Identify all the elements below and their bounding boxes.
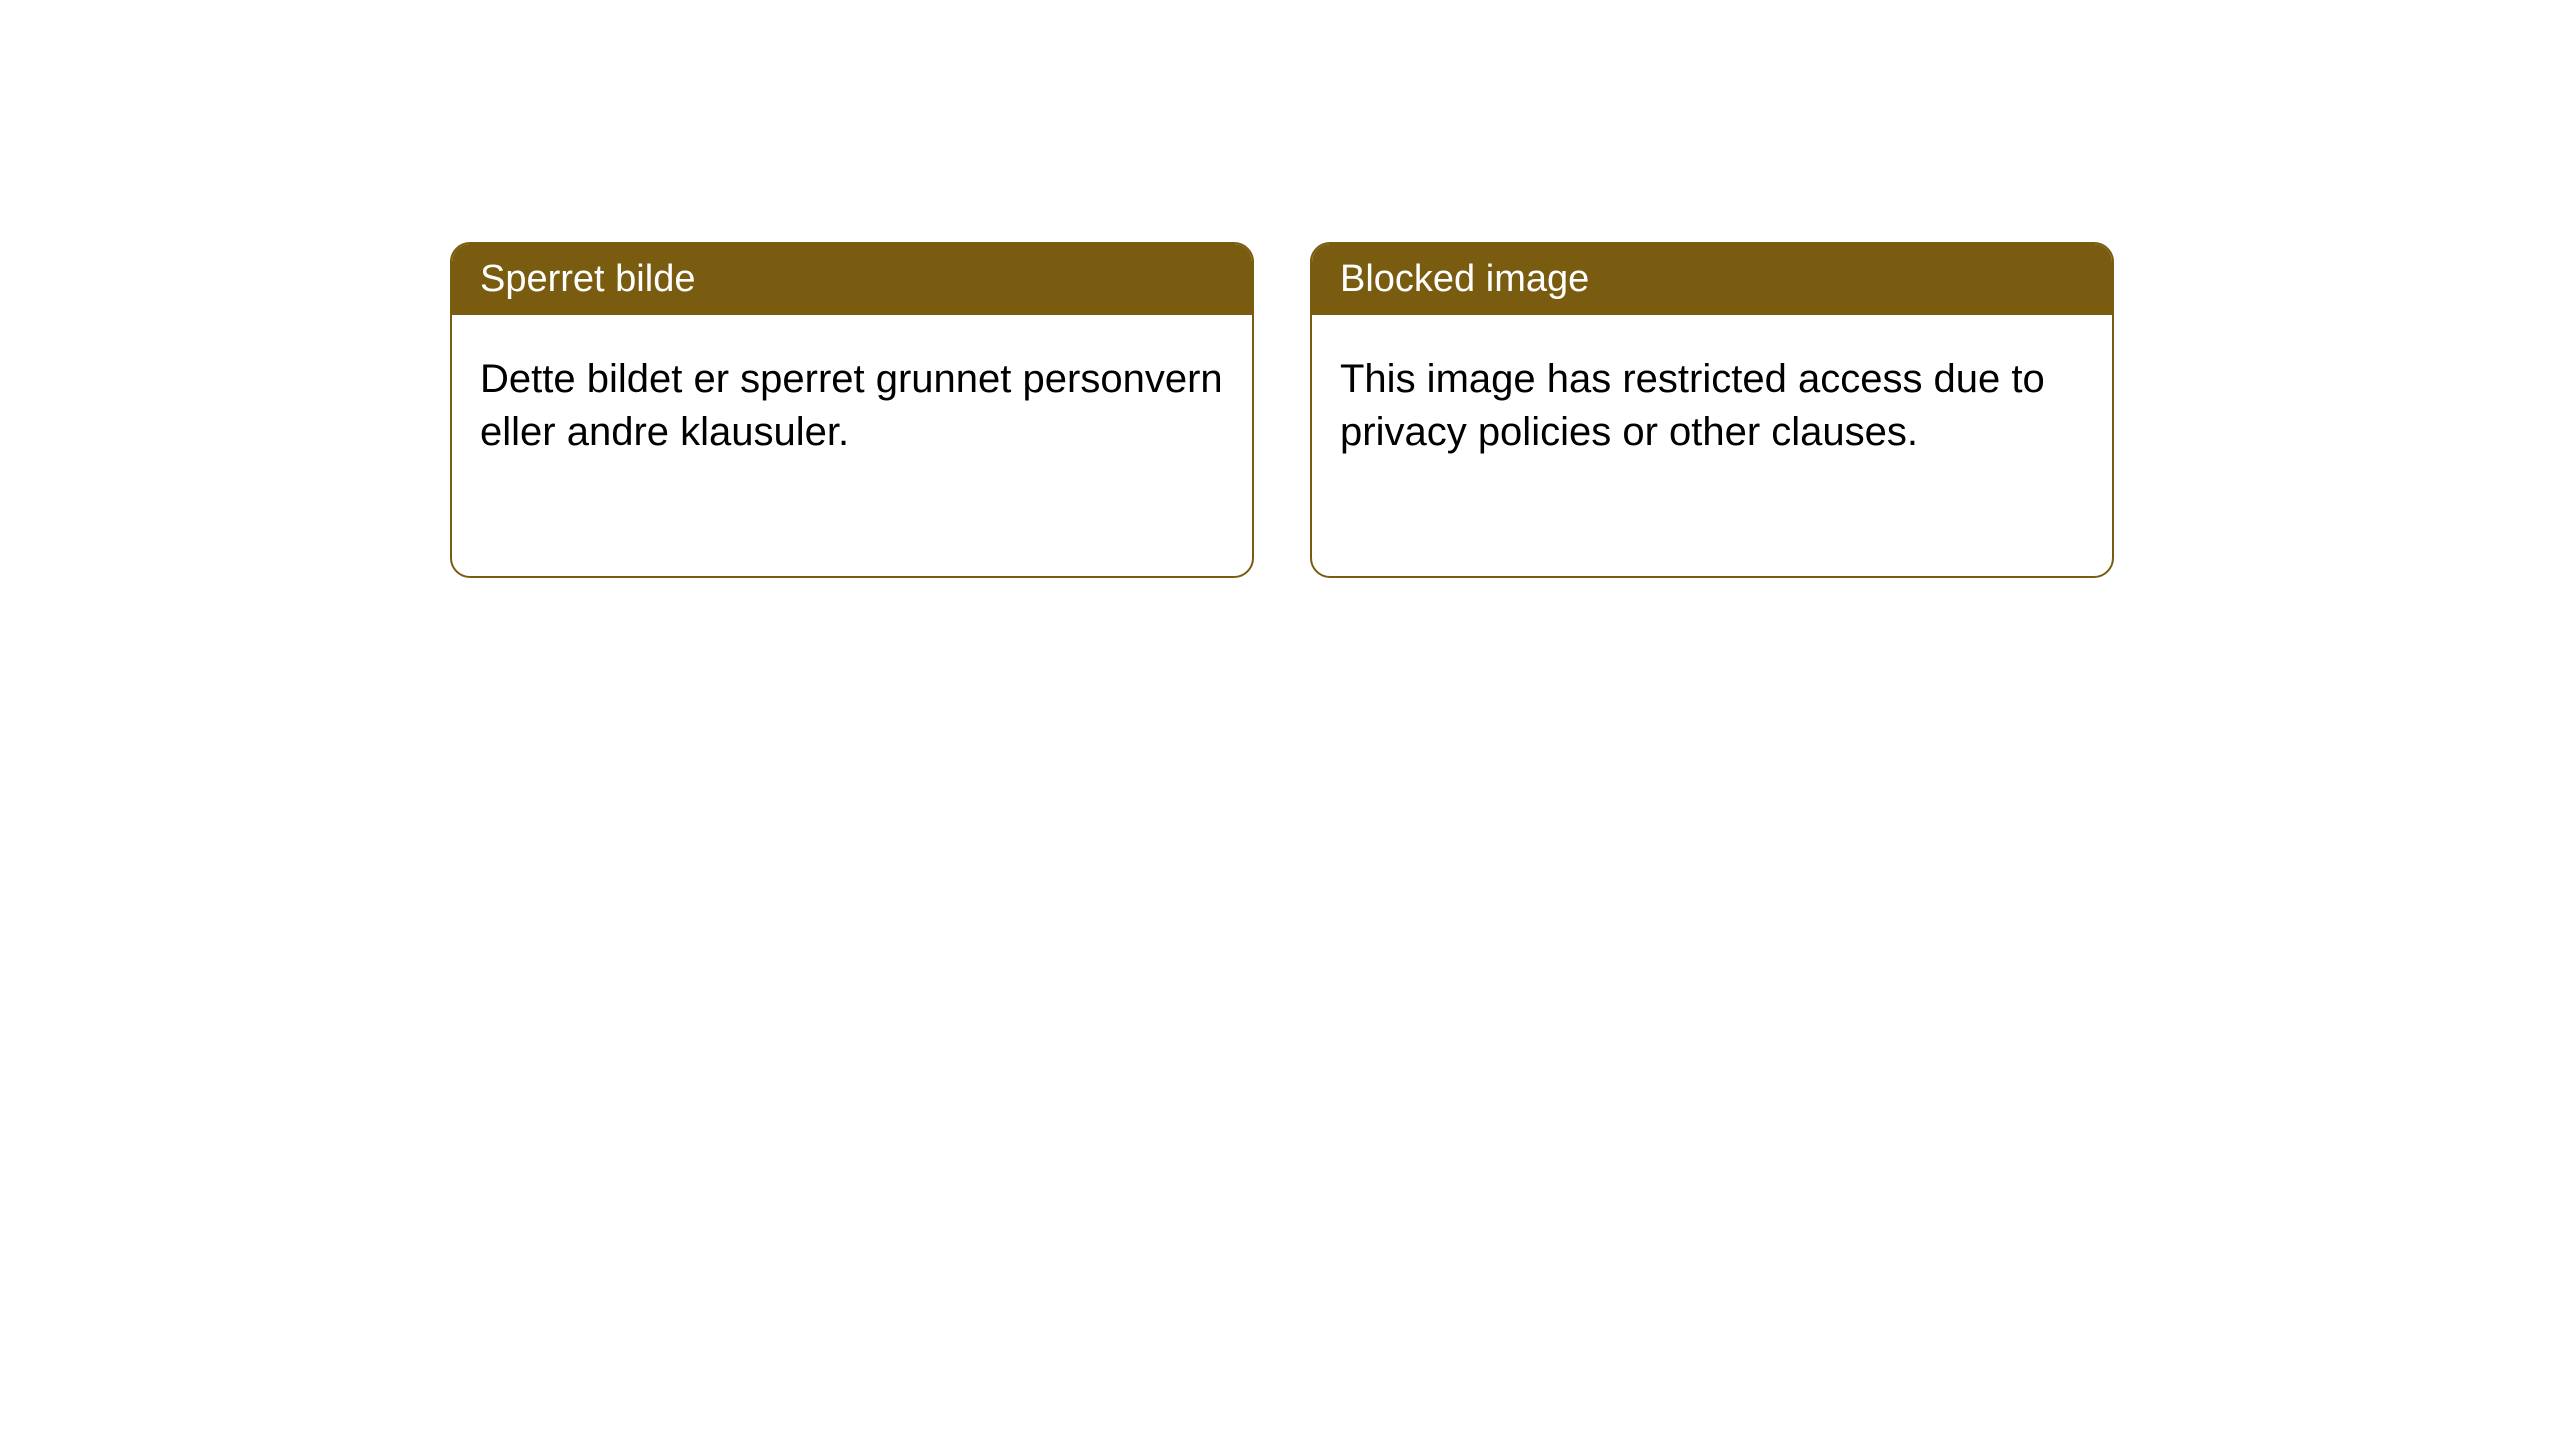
- notice-card-body: This image has restricted access due to …: [1312, 315, 2112, 497]
- notice-card-title: Sperret bilde: [452, 244, 1252, 315]
- notice-card-norwegian: Sperret bilde Dette bildet er sperret gr…: [450, 242, 1254, 578]
- notice-card-title: Blocked image: [1312, 244, 2112, 315]
- notice-cards-container: Sperret bilde Dette bildet er sperret gr…: [450, 242, 2560, 578]
- notice-card-body: Dette bildet er sperret grunnet personve…: [452, 315, 1252, 497]
- notice-card-english: Blocked image This image has restricted …: [1310, 242, 2114, 578]
